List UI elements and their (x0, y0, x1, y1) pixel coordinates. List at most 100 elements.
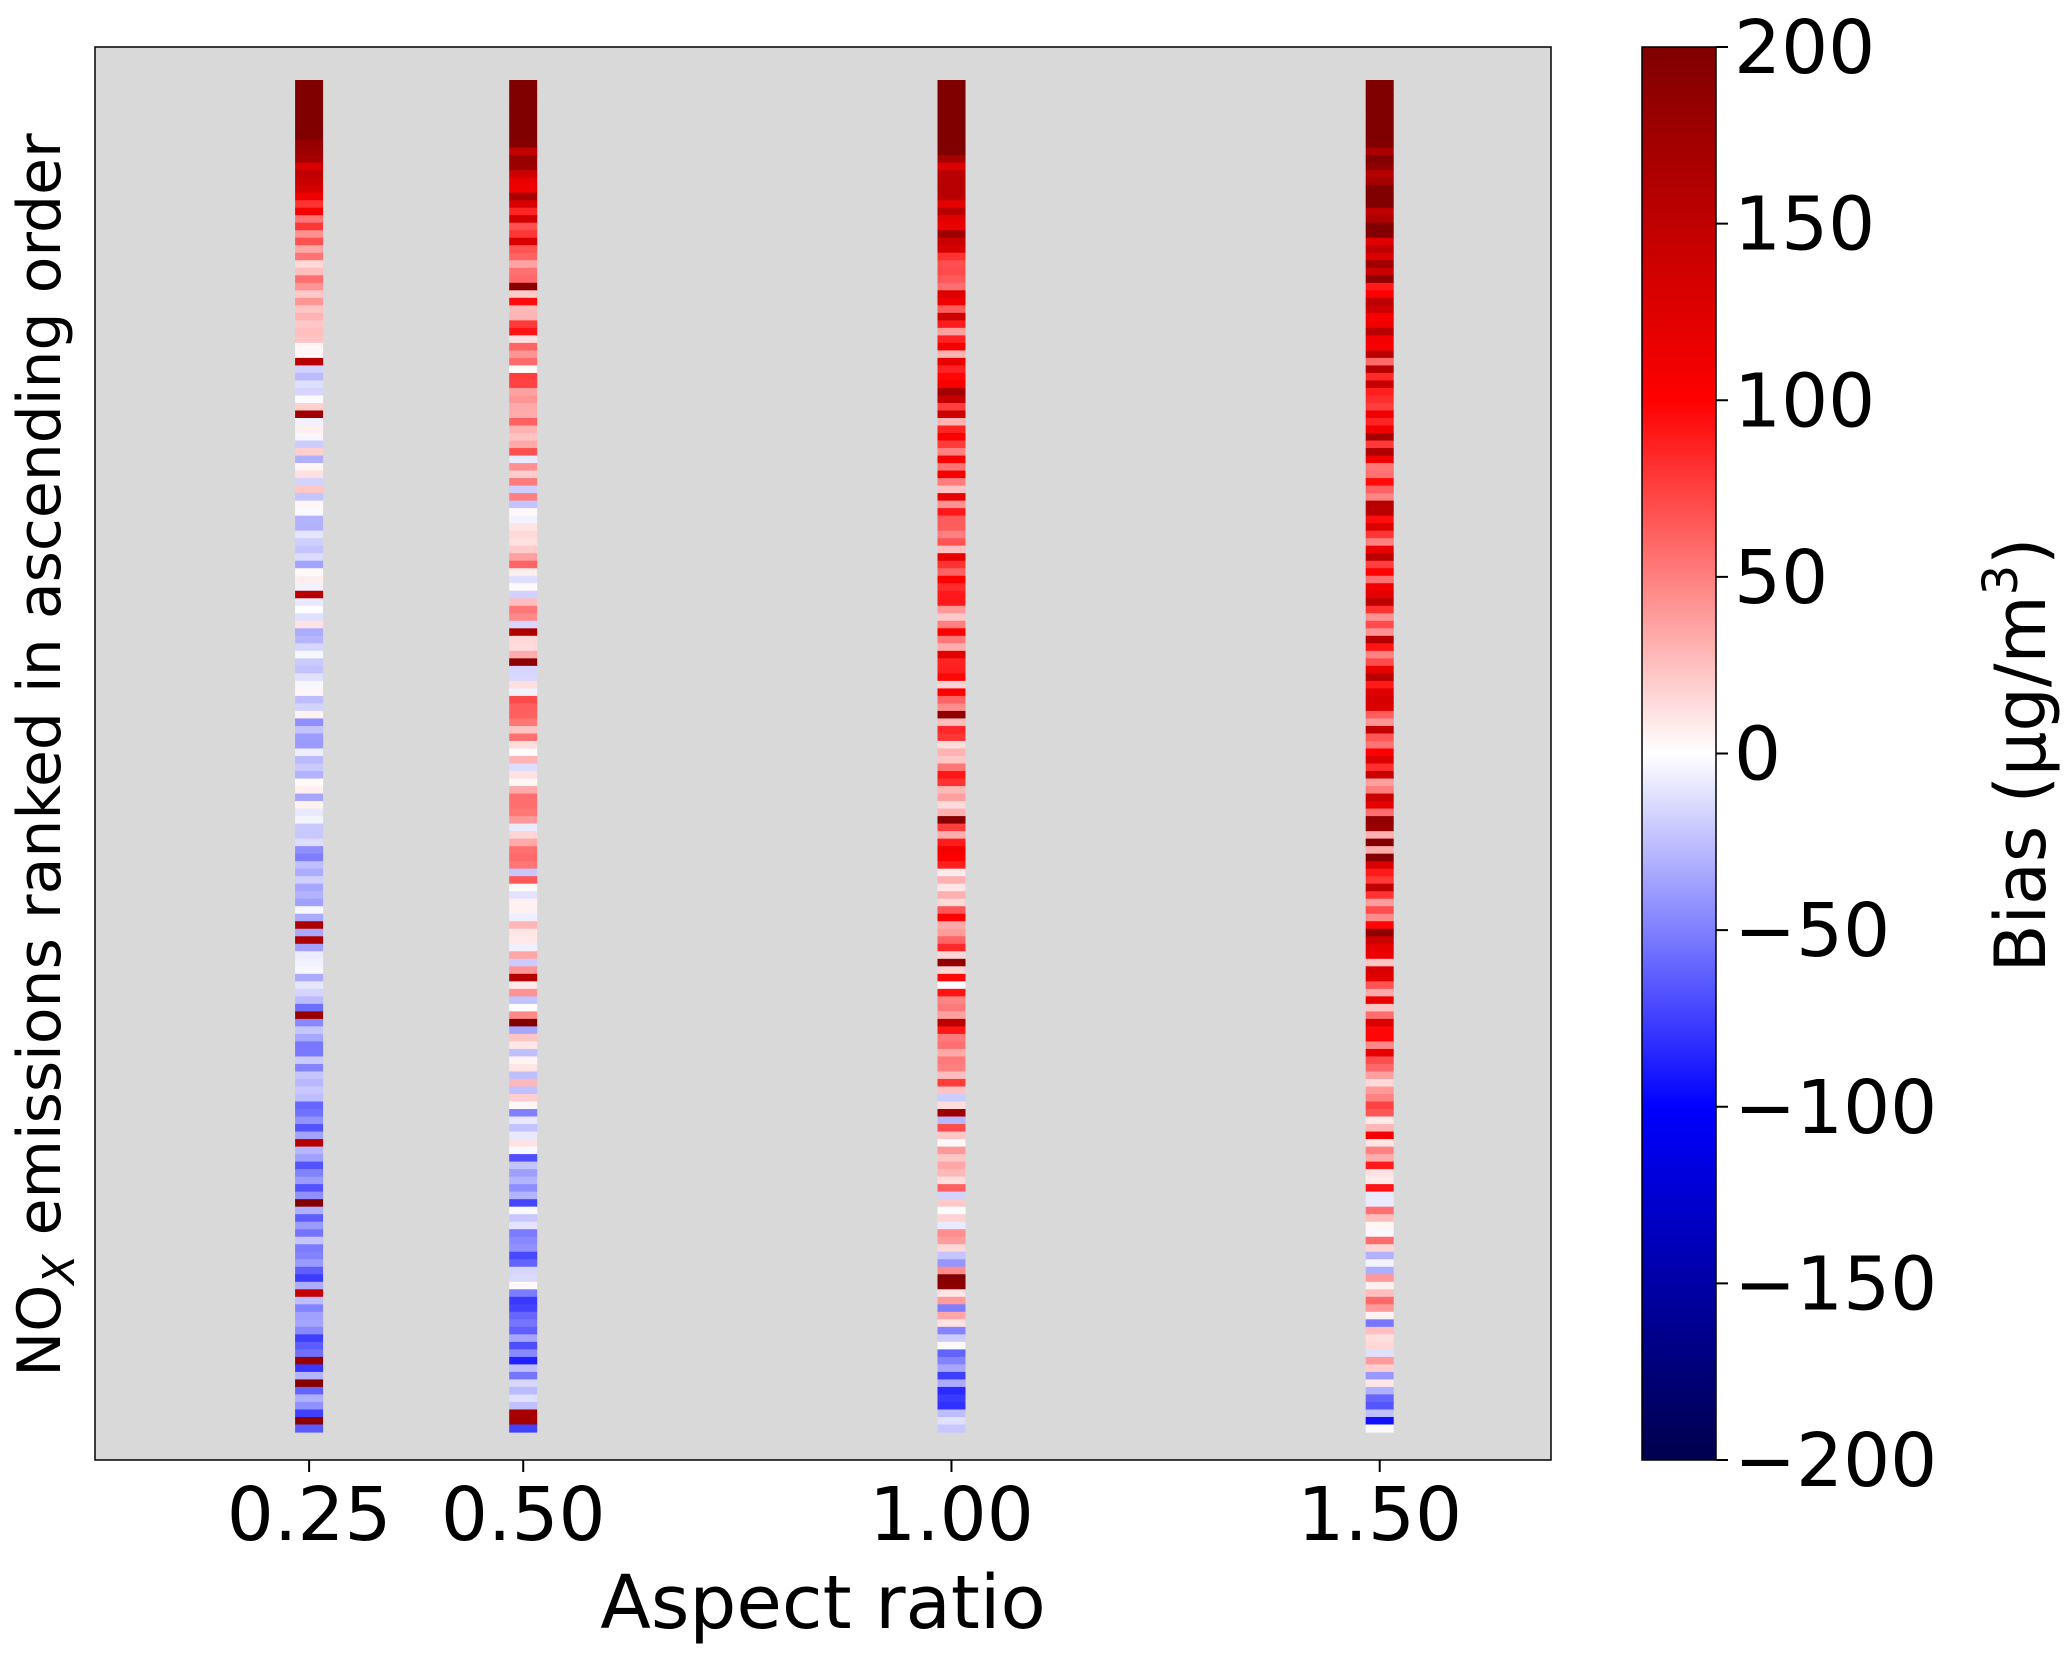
heatmap-cell (1365, 1416, 1394, 1426)
heatmap-cell (509, 1364, 538, 1373)
heatmap-cell (1365, 1116, 1394, 1125)
heatmap-cell (1365, 1041, 1394, 1050)
heatmap-cell (295, 605, 324, 614)
heatmap-cell (509, 523, 538, 532)
heatmap-cell (509, 1401, 538, 1411)
heatmap-cell (295, 177, 324, 186)
heatmap-cell (295, 943, 324, 952)
heatmap-cell (937, 297, 966, 306)
heatmap-cell (509, 1281, 538, 1290)
heatmap-cell (937, 763, 966, 772)
heatmap-cell (937, 1236, 966, 1245)
heatmap-cell (937, 590, 966, 599)
heatmap-cell (509, 478, 538, 487)
heatmap-cell (1365, 1191, 1394, 1200)
heatmap-cell (509, 455, 538, 464)
heatmap-cell (295, 650, 324, 659)
heatmap-cell (509, 936, 538, 945)
heatmap-cell (295, 598, 324, 607)
heatmap-cell (1365, 568, 1394, 577)
heatmap-cell (1365, 1319, 1394, 1328)
heatmap-cell (295, 861, 324, 870)
heatmap-cell (1365, 470, 1394, 479)
heatmap-cell (295, 1131, 324, 1140)
heatmap-cell (509, 1184, 538, 1193)
heatmap-cell (1365, 1206, 1394, 1215)
heatmap-cell (509, 883, 538, 892)
heatmap-cell (1365, 816, 1394, 825)
heatmap-cell (1365, 628, 1394, 637)
heatmap-cell (509, 305, 538, 314)
heatmap-cell (509, 402, 538, 412)
heatmap-cell (1365, 1169, 1394, 1178)
heatmap-cell (295, 380, 324, 389)
heatmap-cell (937, 1048, 966, 1058)
heatmap-cell (1365, 102, 1394, 111)
heatmap-cell (937, 335, 966, 344)
heatmap-cell (509, 275, 538, 284)
heatmap-cell (295, 620, 324, 629)
heatmap-cell (937, 117, 966, 126)
heatmap-cell (509, 1094, 538, 1103)
heatmap-cell (509, 463, 538, 472)
heatmap-cell (295, 665, 324, 674)
heatmap-cell (295, 140, 324, 149)
heatmap-cell (937, 846, 966, 855)
heatmap-cell (937, 515, 966, 524)
heatmap-cell (295, 808, 324, 817)
heatmap-cell (937, 958, 966, 967)
heatmap-cell (1365, 665, 1394, 674)
heatmap-cell (937, 200, 966, 209)
heatmap-cell (937, 132, 966, 141)
heatmap-cell (1365, 207, 1394, 216)
x-tick-label: 1.50 (1297, 1472, 1462, 1558)
heatmap-cell (1365, 1078, 1394, 1088)
heatmap-cell (509, 545, 538, 554)
strip-1.50 (1365, 80, 1394, 1433)
heatmap-cell (295, 725, 324, 735)
heatmap-cell (1365, 988, 1394, 997)
heatmap-cell (1365, 1056, 1394, 1065)
y-axis-title-main: NO (5, 1285, 75, 1377)
heatmap-cell (937, 688, 966, 697)
heatmap-cell (937, 718, 966, 727)
heatmap-cell (1365, 598, 1394, 607)
heatmap-cell (937, 1033, 966, 1043)
heatmap-cell (295, 162, 324, 171)
heatmap-cell (509, 703, 538, 712)
heatmap-cell (295, 898, 324, 907)
heatmap-cell (1365, 1259, 1394, 1268)
heatmap-cell (1365, 327, 1394, 336)
heatmap-cell (937, 1356, 966, 1365)
heatmap-cell (1365, 1386, 1394, 1396)
x-tick-label: 0.50 (441, 1472, 606, 1558)
heatmap-cell (1365, 1221, 1394, 1230)
heatmap-cell (295, 117, 324, 126)
heatmap-cell (509, 740, 538, 750)
heatmap-cell (509, 1161, 538, 1170)
heatmap-cell (509, 553, 538, 562)
heatmap-cell (295, 1056, 324, 1065)
heatmap-cell (937, 680, 966, 689)
heatmap-cell (509, 170, 538, 179)
heatmap-cell (295, 1334, 324, 1343)
heatmap-cell (509, 1214, 538, 1223)
heatmap-cell (1365, 973, 1394, 982)
heatmap-cell (509, 1033, 538, 1043)
colorbar-tick-label: −50 (1734, 888, 1890, 974)
heatmap-cell (295, 1071, 324, 1080)
heatmap-cell (295, 365, 324, 374)
heatmap-cell (1365, 275, 1394, 284)
heatmap-cell (295, 1026, 324, 1035)
heatmap-cell (937, 635, 966, 644)
heatmap-cell (937, 470, 966, 479)
heatmap-cell (295, 207, 324, 216)
heatmap-cell (295, 1356, 324, 1365)
heatmap-cell (295, 771, 324, 780)
heatmap-cell (509, 898, 538, 907)
heatmap-cell (1365, 290, 1394, 299)
heatmap-cell (509, 102, 538, 111)
heatmap-cell (1365, 868, 1394, 877)
heatmap-cell (509, 665, 538, 674)
heatmap-cell (1365, 1296, 1394, 1305)
